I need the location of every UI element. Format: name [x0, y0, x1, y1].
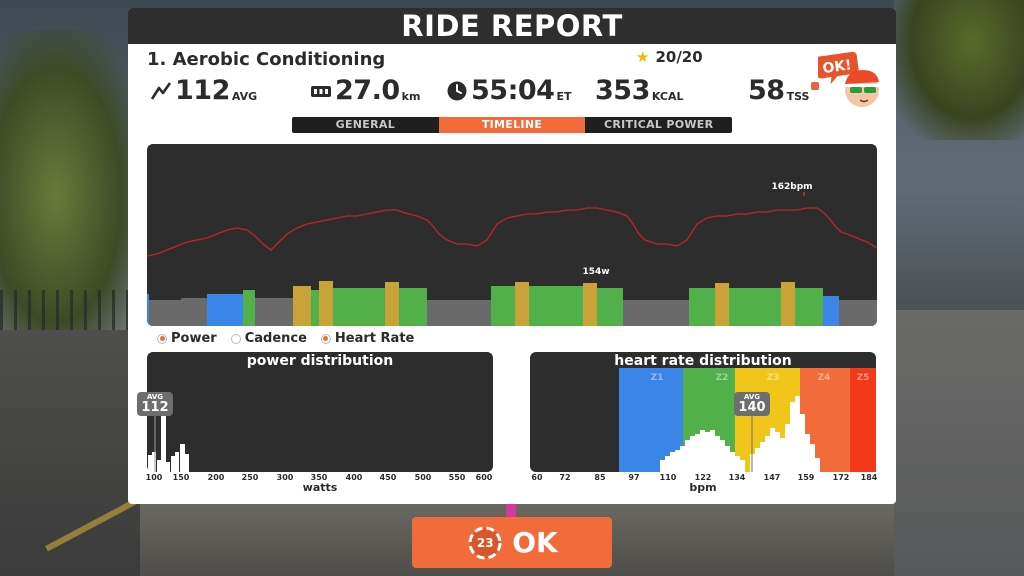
zone-5-band: [850, 368, 876, 472]
power-tick: 400: [345, 473, 363, 482]
power-avg-label: AVG: [146, 393, 164, 401]
tab-critical-power[interactable]: CRITICAL POWER: [603, 118, 714, 131]
power-tick: 450: [379, 473, 397, 482]
power-distribution-chart: power distribution AVG 112: [137, 352, 493, 472]
radio-icon: [320, 333, 331, 344]
tss-unit: TSS: [786, 90, 810, 103]
power-tick: 600: [475, 473, 493, 482]
time-unit: ET: [556, 90, 572, 103]
zone-3-label: Z3: [767, 373, 780, 383]
timeline-legend: Power Cadence Heart Rate: [157, 331, 414, 346]
time-value: 55:04: [471, 75, 555, 106]
legend-cadence-label: Cadence: [244, 331, 307, 346]
ok-label: OK: [512, 526, 558, 559]
legend-cadence[interactable]: Cadence: [230, 331, 307, 346]
hr-distribution-bars: [660, 396, 820, 472]
hr-tick: 184: [860, 473, 878, 482]
zone-5-label: Z5: [857, 373, 870, 383]
zone-2-label: Z2: [716, 373, 729, 383]
legend-power-label: Power: [171, 331, 217, 346]
power-avg-value: 112: [141, 400, 169, 415]
page-title: RIDE REPORT: [401, 9, 623, 43]
countdown-badge: 23: [466, 524, 504, 562]
tss-info-icon[interactable]: [811, 82, 820, 90]
clock-icon: [447, 81, 467, 101]
hr-tick: 122: [694, 473, 712, 482]
power-unit: AVG: [231, 90, 258, 103]
workout-name: 1. Aerobic Conditioning: [147, 49, 386, 70]
hr-tick: 85: [594, 473, 606, 482]
hr-tick: 159: [797, 473, 815, 482]
power-tick: 300: [276, 473, 294, 482]
hr-axis-unit: bpm: [689, 481, 717, 494]
hr-tick: 110: [659, 473, 677, 482]
hr-avg-value: 140: [738, 400, 766, 415]
hr-tick: 97: [628, 473, 640, 482]
legend-power[interactable]: Power: [157, 331, 217, 346]
power-bars: [147, 281, 877, 326]
stat-distance: 27.0 km: [310, 76, 420, 106]
power-avg-badge: AVG 112: [137, 392, 173, 416]
avatar-bubble-text: OK!: [822, 57, 853, 77]
power-distribution-title: power distribution: [246, 353, 394, 369]
hr-tick: 60: [531, 473, 543, 482]
zone-1-label: Z1: [651, 373, 664, 383]
background-fence: [0, 290, 140, 330]
avatar: OK!: [818, 51, 882, 107]
power-tick: 550: [448, 473, 466, 482]
countdown-ring-icon: [468, 526, 502, 559]
hr-avg-badge: AVG 140: [734, 392, 770, 416]
radio-icon: [230, 333, 241, 344]
ok-button[interactable]: 23 OK: [412, 517, 612, 568]
stat-calories: 353 KCAL: [595, 76, 684, 106]
title-bar: RIDE REPORT: [128, 8, 896, 44]
stars-value: 20/20: [655, 48, 703, 66]
star-icon: ★: [636, 48, 650, 66]
legend-heart-rate-label: Heart Rate: [334, 331, 415, 346]
countdown-value: 23: [476, 535, 494, 550]
distance-value: 27.0: [335, 75, 400, 106]
power-value: 112: [175, 75, 230, 106]
timeline-chart[interactable]: 162bpm 154w: [147, 144, 877, 326]
power-tick: 350: [310, 473, 328, 482]
background-road-right: [894, 310, 1024, 576]
power-peak-label: 154w: [582, 267, 609, 277]
tab-timeline[interactable]: TIMELINE: [438, 117, 586, 133]
distance-unit: km: [401, 90, 421, 103]
hr-avg-label: AVG: [743, 393, 761, 401]
odometer-icon: [311, 86, 331, 97]
power-tick: 500: [414, 473, 432, 482]
hr-tick: 72: [559, 473, 571, 482]
stat-power: 112 AVG: [150, 76, 257, 106]
calories-unit: KCAL: [651, 90, 684, 103]
hr-distribution-chart: Z1 Z2 Z3 Z4 Z5: [530, 352, 876, 472]
hr-tick: 172: [832, 473, 850, 482]
power-axis-unit: watts: [302, 481, 338, 494]
power-icon: [150, 82, 172, 100]
heart-rate-line: [147, 207, 877, 257]
calories-value: 353: [595, 75, 650, 106]
report-tabs: GENERAL TIMELINE CRITICAL POWER: [292, 117, 732, 133]
tab-general[interactable]: GENERAL: [335, 118, 396, 131]
rider-marker: [506, 503, 516, 519]
legend-heart-rate[interactable]: Heart Rate: [320, 331, 415, 346]
workout-stars: ★ 20/20: [636, 48, 703, 66]
hr-peak-label: 162bpm: [771, 182, 812, 192]
hr-distribution-title: heart rate distribution: [614, 353, 792, 369]
tss-value: 58: [748, 75, 785, 106]
power-tick: 150: [172, 473, 190, 482]
stat-tss: 58 TSS: [748, 75, 820, 106]
stat-time: 55:04 ET: [446, 76, 571, 106]
radio-icon: [157, 333, 167, 344]
background-trees-right: [894, 0, 1024, 140]
power-tick: 100: [145, 473, 163, 482]
zone-4-label: Z4: [818, 373, 831, 383]
ride-report-panel: RIDE REPORT 1. Aerobic Conditioning ★ 20…: [128, 8, 896, 504]
hr-tick: 134: [728, 473, 746, 482]
power-tick: 250: [241, 473, 259, 482]
hr-tick: 147: [763, 473, 781, 482]
power-distribution-bars: [148, 414, 189, 472]
power-tick: 200: [207, 473, 225, 482]
